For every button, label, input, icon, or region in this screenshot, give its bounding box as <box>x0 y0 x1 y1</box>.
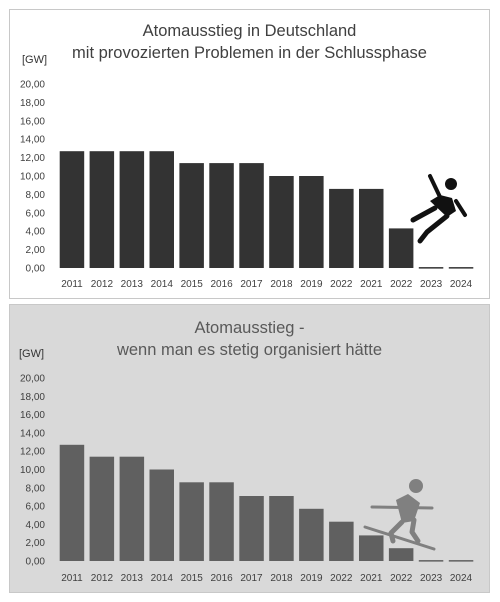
chart-2-title: Atomausstieg - wenn man es stetig organi… <box>10 317 489 361</box>
x-tick-label: 2011 <box>61 279 83 290</box>
chart-1-title-line-2: mit provozierten Problemen in der Schlus… <box>72 44 427 62</box>
bar <box>209 163 234 268</box>
y-tick-label: 14,00 <box>20 135 45 146</box>
x-tick-label: 2012 <box>91 573 114 584</box>
x-tick-label: 2017 <box>240 279 263 290</box>
x-tick-label: 2014 <box>151 573 174 584</box>
x-tick-label: 2022 <box>390 279 413 290</box>
x-tick-label: 2017 <box>240 573 263 584</box>
y-tick-label: 0,00 <box>26 557 46 568</box>
y-tick-label: 6,00 <box>26 208 46 219</box>
bar <box>448 267 474 269</box>
x-tick-label: 2023 <box>420 573 443 584</box>
y-tick-label: 2,00 <box>26 245 46 256</box>
x-tick-label: 2013 <box>121 279 144 290</box>
bar <box>59 444 85 561</box>
bar <box>329 188 354 268</box>
x-tick-label: 2018 <box>270 573 293 584</box>
chart-2-unit-label: [GW] <box>19 348 45 360</box>
bar <box>179 163 204 268</box>
bar <box>119 151 145 268</box>
x-tick-label: 2023 <box>420 279 443 290</box>
chart-2-svg: 0,00 2,00 4,00 6,00 8,00 10,00 12,00 14,00 16,00… <box>20 374 474 584</box>
y-tick-label: 10,00 <box>20 465 45 476</box>
x-tick-label: 2019 <box>300 573 323 584</box>
x-tick-label: 2014 <box>151 279 174 290</box>
x-tick-label: 2016 <box>210 279 233 290</box>
chart-2-plot-area: 0,00 2,00 4,00 6,00 8,00 10,00 12,00 14,00 16,00… <box>20 374 474 584</box>
chart-panel-1: Atomausstieg in Deutschland mit provozie… <box>9 9 490 299</box>
bar <box>239 163 264 268</box>
y-tick-label: 14,00 <box>20 428 45 439</box>
y-tick-label: 12,00 <box>20 153 45 164</box>
x-tick-label: 2011 <box>61 573 83 584</box>
bar <box>59 151 85 268</box>
y-tick-label: 4,00 <box>26 520 46 531</box>
falling-person-icon <box>410 174 467 244</box>
x-tick-label: 2022 <box>390 573 413 584</box>
x-tick-label: 2021 <box>360 573 383 584</box>
y-tick-label: 20,00 <box>20 374 45 385</box>
y-tick-label: 20,00 <box>20 80 45 91</box>
bar <box>149 469 174 561</box>
bar <box>89 456 115 561</box>
x-tick-label: 2022 <box>330 279 353 290</box>
y-tick-label: 18,00 <box>20 98 45 109</box>
chart-2-title-line-1: Atomausstieg - <box>194 319 305 337</box>
bar <box>448 560 474 562</box>
y-tick-label: 16,00 <box>20 116 45 127</box>
bar <box>179 482 204 561</box>
chart-1-unit-label: [GW] <box>22 54 48 66</box>
x-tick-label: 2015 <box>181 279 204 290</box>
bar <box>239 496 264 561</box>
y-tick-label: 8,00 <box>26 190 46 201</box>
bar <box>418 267 444 269</box>
y-tick-label: 10,00 <box>20 172 45 183</box>
bar <box>119 456 145 561</box>
y-tick-label: 4,00 <box>26 227 46 238</box>
chart-1-title: Atomausstieg in Deutschland mit provozie… <box>10 20 489 64</box>
bar <box>418 560 444 562</box>
x-tick-label: 2013 <box>121 573 144 584</box>
x-tick-label: 2016 <box>210 573 233 584</box>
bar <box>149 151 174 268</box>
bar <box>269 496 294 561</box>
y-tick-label: 2,00 <box>26 538 46 549</box>
x-tick-label: 2024 <box>450 279 473 290</box>
bar <box>329 521 354 561</box>
x-tick-label: 2024 <box>450 573 473 584</box>
chart-1-plot-area: 0,00 2,00 4,00 6,00 8,00 10,00 12,00 14,00 16,00… <box>20 80 474 290</box>
bar <box>299 508 324 561</box>
x-tick-label: 2021 <box>360 279 383 290</box>
y-tick-label: 16,00 <box>20 410 45 421</box>
x-tick-label: 2022 <box>330 573 353 584</box>
bar <box>299 176 324 268</box>
y-tick-label: 18,00 <box>20 392 45 403</box>
y-tick-label: 8,00 <box>26 483 46 494</box>
y-tick-label: 0,00 <box>26 264 46 275</box>
chart-2-title-line-2: wenn man es stetig organisiert hätte <box>116 341 383 359</box>
bar <box>209 482 234 561</box>
bar <box>359 535 384 561</box>
x-tick-label: 2019 <box>300 279 323 290</box>
bar <box>359 188 384 268</box>
y-tick-label: 6,00 <box>26 502 46 513</box>
chart-panel-2: Atomausstieg - wenn man es stetig organi… <box>9 304 490 593</box>
x-tick-label: 2018 <box>270 279 293 290</box>
x-tick-label: 2012 <box>91 279 114 290</box>
y-tick-label: 12,00 <box>20 447 45 458</box>
bar <box>388 228 414 268</box>
x-tick-label: 2015 <box>181 573 204 584</box>
chart-1-title-line-1: Atomausstieg in Deutschland <box>142 22 357 40</box>
bar <box>269 176 294 268</box>
chart-1-svg: 0,00 2,00 4,00 6,00 8,00 10,00 12,00 14,00 16,00… <box>20 80 474 290</box>
bar <box>388 548 414 561</box>
skier-icon <box>363 479 436 551</box>
bar <box>89 151 115 268</box>
